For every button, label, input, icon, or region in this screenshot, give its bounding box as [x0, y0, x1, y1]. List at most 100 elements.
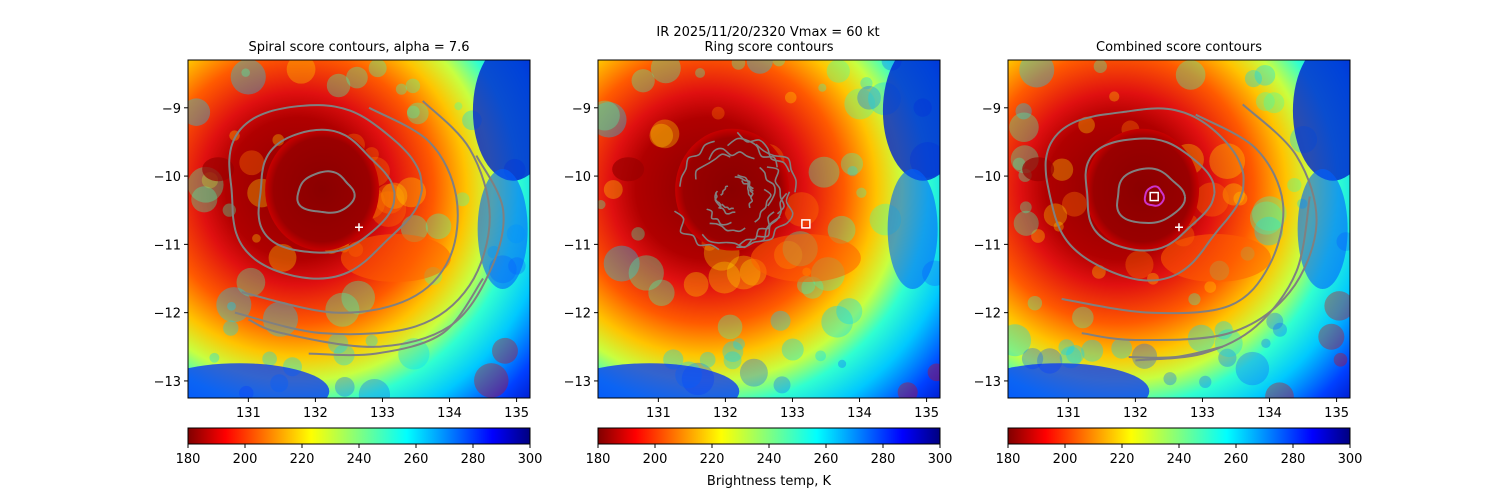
texture-blob: [236, 267, 266, 297]
clear-sky-region: [887, 169, 938, 289]
texture-blob: [230, 60, 266, 95]
contour-line: [754, 188, 772, 223]
texture-blob: [650, 119, 680, 149]
texture-blob: [1272, 322, 1287, 337]
panel-1: Spiral score contours, alpha = 7.6 131 132…: [154, 40, 543, 467]
texture-blob: [739, 358, 768, 387]
texture-blob: [801, 276, 824, 299]
texture-blob: [603, 180, 623, 200]
colorbar-tick-label: 280: [871, 452, 896, 467]
x-tick-label: 133: [780, 406, 805, 421]
x-tick-label: 133: [370, 406, 395, 421]
clear-sky-region: [188, 363, 330, 398]
texture-blob: [1072, 306, 1094, 329]
colorbar-label: Brightness temp, K: [707, 474, 832, 489]
texture-blob: [1249, 201, 1284, 235]
texture-blob: [326, 73, 351, 98]
texture-blob: [1266, 312, 1284, 330]
texture-blob: [733, 338, 745, 350]
texture-blob: [857, 85, 881, 110]
contour-line: [1084, 137, 1216, 252]
contours: [1044, 103, 1318, 362]
texture-blob: [406, 105, 420, 119]
colorbar-tick-label: 260: [814, 452, 839, 467]
texture-blob: [398, 338, 430, 370]
x-tick-label: 135: [914, 406, 939, 421]
contour-line: [761, 191, 794, 242]
contour-line: [727, 137, 779, 168]
panel-3: Combined score contours 131 132 133 134 135 −9…: [974, 40, 1363, 467]
contour-line: [720, 185, 729, 196]
texture-blob: [358, 378, 391, 398]
texture-blob: [1188, 293, 1201, 306]
x-tick-label: 134: [847, 406, 872, 421]
texture-blob: [773, 376, 791, 394]
texture-blob: [1050, 158, 1074, 181]
texture-blob: [1008, 324, 1032, 357]
colorbar-tick-label: 280: [1281, 452, 1306, 467]
texture-blob: [836, 298, 863, 325]
y-tick-label: −10: [564, 170, 591, 185]
texture-blob: [1287, 177, 1302, 193]
texture-blob: [650, 60, 681, 84]
texture-blob: [492, 337, 518, 364]
texture-blob: [717, 314, 743, 340]
texture-blob: [726, 255, 761, 290]
texture-blob: [1125, 250, 1154, 279]
clear-sky-region: [598, 363, 740, 398]
texture-blob: [784, 91, 797, 104]
colorbar-gradient: [597, 427, 941, 445]
texture-blob: [722, 341, 744, 363]
texture-blob: [223, 320, 239, 336]
contour-line: [296, 170, 356, 214]
axes-frame: [1007, 59, 1351, 399]
x-tick-label: 132: [303, 406, 328, 421]
texture-blob: [781, 338, 804, 361]
texture-blob: [844, 88, 876, 120]
panel-title: Combined score contours: [1096, 40, 1262, 55]
axes-frame: [597, 59, 941, 399]
contour-line: [1116, 167, 1187, 224]
colorbar-tick-label: 180: [586, 452, 611, 467]
colorbar-tick-label: 300: [1338, 452, 1363, 467]
contour-line: [1143, 185, 1165, 207]
texture-blob: [1031, 229, 1045, 243]
contour-line: [701, 233, 753, 249]
colorbar-tick-label: 260: [404, 452, 429, 467]
texture-blob: [808, 156, 840, 188]
x-tick-label: 131: [1056, 406, 1081, 421]
y-tick-label: −11: [154, 238, 181, 253]
panel-2: Ring score contours 131 132 133 134 135 −9 −10 −…: [564, 40, 953, 467]
colorbar-tick-label: 300: [518, 452, 543, 467]
texture-blob: [1209, 143, 1246, 179]
cold-cell: [202, 157, 235, 182]
cloud-band: [1160, 234, 1271, 283]
figure-suptitle: IR 2025/11/20/2320 Vmax = 60 kt: [656, 25, 879, 40]
colorbar: 180 200 220 240 260 280 300: [176, 427, 543, 467]
x-tick-label: 134: [1257, 406, 1282, 421]
texture-blob: [897, 382, 918, 398]
texture-blob: [1254, 64, 1276, 86]
texture-blob: [708, 261, 741, 294]
texture-blob: [1263, 92, 1285, 114]
clear-sky-region: [882, 60, 940, 181]
x-tick-label: 131: [646, 406, 671, 421]
texture-blob: [746, 60, 773, 74]
contour-line: [1044, 107, 1245, 282]
texture-blob: [683, 271, 709, 297]
texture-blob: [649, 123, 674, 148]
texture-blob: [252, 234, 261, 243]
texture-blob: [1062, 191, 1087, 217]
contours: [673, 131, 797, 251]
texture-blob: [1255, 92, 1275, 111]
texture-blob: [1093, 60, 1107, 74]
texture-blob: [1081, 339, 1104, 362]
texture-blob: [395, 83, 407, 95]
texture-blob: [188, 98, 211, 126]
colorbar-tick-label: 240: [757, 452, 782, 467]
axes-frame: [187, 59, 531, 399]
texture-blob: [209, 352, 220, 363]
central-dense-overcast: [265, 128, 380, 251]
colorbar-tick-label: 240: [347, 452, 372, 467]
y-tick-label: −12: [564, 307, 591, 322]
